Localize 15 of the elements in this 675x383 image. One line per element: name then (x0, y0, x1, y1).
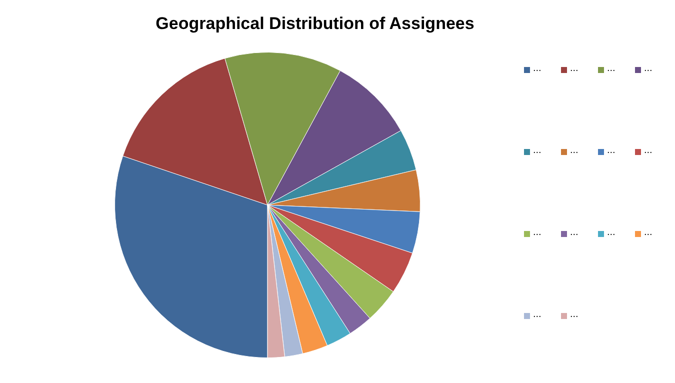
legend-label: ... (570, 227, 578, 238)
legend-label: ... (533, 227, 542, 238)
legend-label: ... (644, 63, 652, 74)
legend-label: ... (644, 227, 652, 238)
legend-label: ... (570, 63, 578, 74)
legend-label: ... (644, 145, 652, 156)
legend-label: ... (607, 227, 616, 238)
legend-label: ... (570, 309, 578, 320)
legend-label: ... (533, 145, 542, 156)
legend-label: ... (533, 63, 542, 74)
chart-title: Geographical Distribution of Assignees (154, 14, 476, 34)
legend-label: ... (607, 63, 616, 74)
legend-label: ... (533, 309, 542, 320)
legend-label: ... (570, 145, 578, 156)
legend-label: ... (607, 145, 616, 156)
